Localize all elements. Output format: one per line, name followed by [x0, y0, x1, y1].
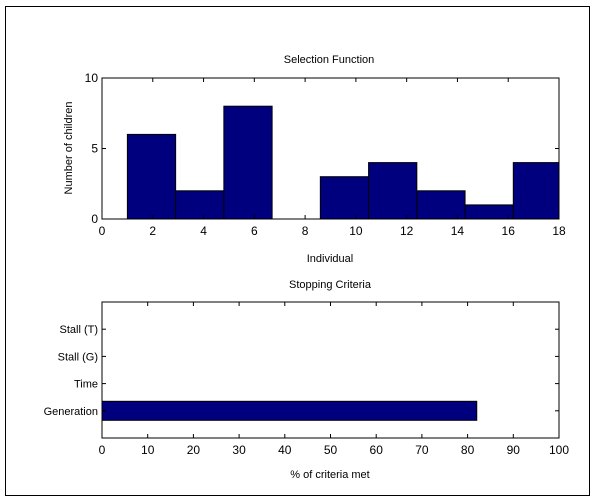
x-tick-label: 10 [141, 443, 155, 457]
bar-6 [368, 162, 418, 220]
x-axis-ticks: 0 2 4 6 8 10 12 14 16 18 [99, 78, 566, 238]
bar-2 [175, 190, 225, 220]
bar-8 [464, 204, 514, 220]
y-tick-label: 10 [85, 71, 99, 85]
y-axis-ticks: 0 5 10 [85, 71, 559, 226]
y-axis-label: Number of children [63, 102, 75, 195]
x-tick-label: 14 [451, 224, 465, 238]
chart-title: Stopping Criteria [289, 279, 372, 291]
x-tick-label: 6 [251, 224, 258, 238]
x-tick-label: 18 [552, 224, 566, 238]
x-tick-label: 0 [99, 443, 106, 457]
category-label: Generation [44, 406, 98, 418]
x-tick-label: 20 [187, 443, 201, 457]
x-tick-label: 30 [232, 443, 246, 457]
x-tick-label: 50 [324, 443, 338, 457]
x-tick-label: 40 [278, 443, 292, 457]
x-tick-label: 60 [370, 443, 384, 457]
chart-title: Selection Function [284, 54, 375, 66]
x-tick-label: 100 [549, 443, 569, 457]
category-label: Stall (G) [58, 351, 98, 363]
bar-generation [101, 400, 478, 421]
x-tick-label: 16 [502, 224, 516, 238]
x-tick-label: 70 [415, 443, 429, 457]
bar-9 [512, 162, 560, 220]
x-tick-label: 10 [349, 224, 363, 238]
x-tick-label: 8 [302, 224, 309, 238]
selection-function-chart: Selection Function 0 2 4 6 8 10 12 14 16 18 0510 … [63, 54, 566, 265]
x-axis-label: Individual [307, 253, 353, 265]
stopping-criteria-chart: Stopping Criteria 0 10 20 30 40 50 60 70 80 90 100… [44, 279, 570, 481]
y-tick-label: 0 [91, 212, 98, 226]
x-tick-label: 2 [149, 224, 156, 238]
x-tick-label: 0 [99, 224, 106, 238]
bars [101, 400, 478, 421]
x-tick-label: 12 [400, 224, 414, 238]
y-tick-label: 5 [91, 142, 98, 156]
category-label: Time [74, 379, 98, 391]
bar-7 [416, 190, 466, 220]
bar-5 [319, 176, 370, 220]
y-axis-categories: Generation Time Stall (G) Stall (T) [44, 324, 559, 418]
bar-1 [126, 133, 177, 220]
x-tick-label: 4 [200, 224, 207, 238]
x-axis-ticks: 0 10 20 30 40 50 60 70 80 90 100 [99, 302, 569, 457]
x-tick-label: 80 [461, 443, 475, 457]
x-axis-label: % of criteria met [290, 469, 369, 481]
bar-3 [223, 105, 273, 220]
bars [126, 105, 560, 220]
category-label: Stall (T) [60, 324, 99, 336]
x-tick-label: 90 [507, 443, 521, 457]
